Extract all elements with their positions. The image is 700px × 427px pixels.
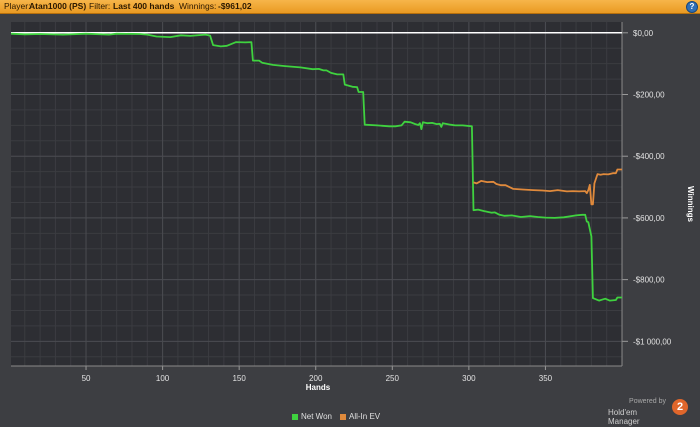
player-label: Player:: [4, 1, 31, 11]
legend-net-won[interactable]: Net Won: [292, 412, 332, 421]
series-line-all-in-ev: [473, 168, 622, 206]
x-tick-label: 50: [82, 374, 91, 383]
y-tick-label: -$800,00: [633, 276, 665, 285]
x-tick-label: 200: [309, 374, 323, 383]
legend-net-won-swatch: [292, 413, 298, 420]
x-tick-label: 300: [462, 374, 476, 383]
legend-net-won-label: Net Won: [301, 412, 332, 421]
player-value: Atan1000 (PS): [29, 1, 87, 11]
series-line-net-won: [10, 32, 622, 302]
x-axis-title: Hands: [306, 383, 331, 392]
grid: [11, 22, 622, 366]
y-tick-label: -$400,00: [633, 152, 665, 161]
filter-label: Filter:: [89, 1, 111, 11]
x-tick-label: 100: [156, 374, 170, 383]
filter-value: Last 400 hands: [113, 1, 175, 11]
y-tick-label: -$600,00: [633, 214, 665, 223]
y-tick-label: -$200,00: [633, 91, 665, 100]
x-tick-label: 150: [232, 374, 246, 383]
winnings-label: Winnings:: [179, 1, 217, 11]
legend-all-in-ev[interactable]: All-In EV: [340, 412, 380, 421]
chart-legend: Net Won All-In EV: [0, 410, 700, 424]
header-bar: Player: Atan1000 (PS) Filter: Last 400 h…: [0, 0, 700, 14]
x-tick-label: 250: [386, 374, 400, 383]
hm-logo-icon: 2: [672, 399, 688, 415]
y-tick-label: $0,00: [633, 29, 654, 38]
legend-all-in-ev-label: All-In EV: [349, 412, 381, 421]
axes: 50 100 150 200 250 300 350 $0,00 -$200,00 -$400,0…: [11, 22, 672, 383]
winnings-chart: 50 100 150 200 250 300 350 $0,00 -$200,00 -$400,0…: [10, 22, 695, 392]
y-axis-title: Winnings: [686, 186, 695, 222]
series-layer: [10, 32, 622, 302]
legend-all-in-ev-swatch: [340, 413, 346, 420]
powered-by-branding: Powered by Hold'em Manager 2: [608, 397, 688, 426]
product-name: Hold'em Manager: [608, 408, 640, 426]
winnings-value: -$961,02: [218, 1, 252, 11]
x-tick-label: 350: [539, 374, 553, 383]
y-tick-label: -$1 000,00: [633, 337, 672, 346]
powered-by-text: Powered by: [629, 398, 666, 405]
help-icon[interactable]: ?: [686, 1, 698, 13]
